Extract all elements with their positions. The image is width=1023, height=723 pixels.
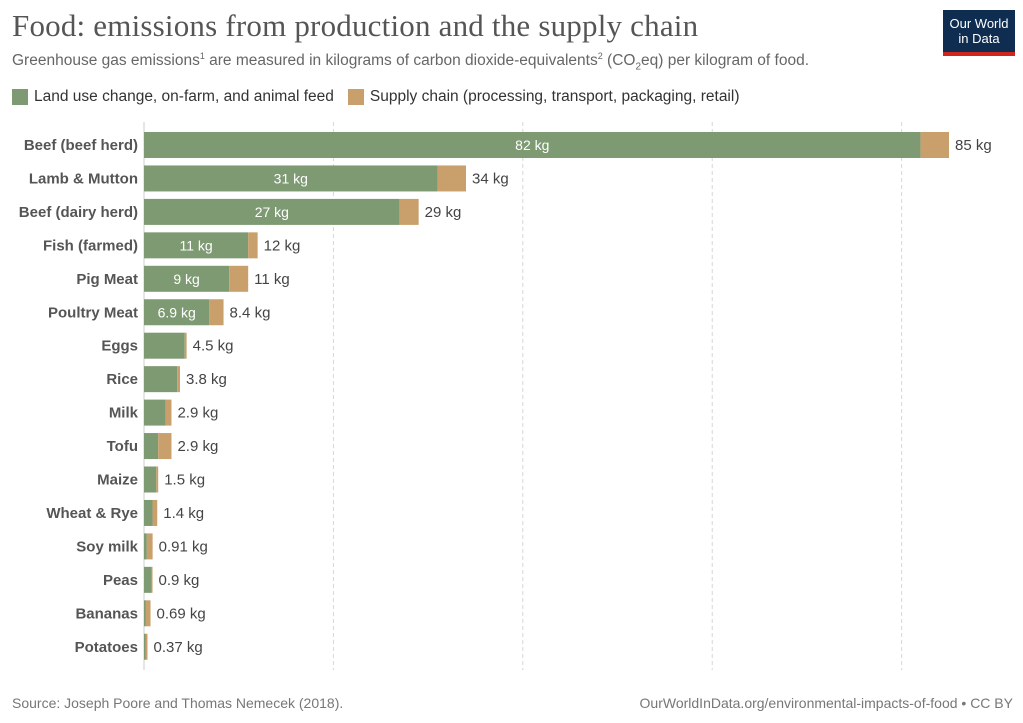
owid-logo[interactable]: Our World in Data bbox=[943, 10, 1015, 56]
bar-total-label: 3.8 kg bbox=[186, 371, 227, 388]
bar-segment-land-use bbox=[144, 499, 153, 526]
source-link[interactable]: OurWorldInData.org/environmental-impacts… bbox=[639, 695, 1013, 711]
legend-swatch-supply-chain bbox=[347, 89, 364, 105]
bar-segment-land-use bbox=[144, 332, 185, 359]
bar-segment-land-use bbox=[144, 399, 166, 426]
bar-segment-supply-chain bbox=[248, 232, 258, 259]
bar-total-label: 2.9 kg bbox=[177, 405, 218, 422]
bar-segment-supply-chain bbox=[229, 265, 249, 292]
bar-segment-supply-chain bbox=[209, 299, 224, 326]
bar-segment-land-use bbox=[144, 366, 178, 393]
category-label: Bananas bbox=[75, 605, 138, 622]
bar-segment-supply-chain bbox=[145, 633, 148, 660]
logo-line-2: in Data bbox=[958, 31, 1000, 46]
bar-segment-supply-chain bbox=[399, 198, 419, 225]
bar-segment-land-use bbox=[144, 132, 921, 158]
bar-segment-land-use bbox=[144, 433, 159, 460]
bar-segment-supply-chain bbox=[165, 399, 172, 426]
bar-segment-supply-chain bbox=[184, 332, 187, 359]
bar-total-label: 1.4 kg bbox=[163, 505, 204, 522]
bar-segment-supply-chain bbox=[151, 566, 153, 593]
bar-segment-land-use bbox=[144, 265, 230, 292]
legend-label-supply-chain: Supply chain (processing, transport, pac… bbox=[369, 88, 740, 105]
bar-segment-land-use bbox=[144, 600, 146, 627]
bar-total-label: 8.4 kg bbox=[230, 304, 271, 321]
legend-label-land-use: Land use change, on-farm, and animal fee… bbox=[34, 88, 334, 105]
bar-segment-land-use bbox=[144, 533, 147, 560]
category-label: Peas bbox=[103, 572, 138, 589]
source-note: Source: Joseph Poore and Thomas Nemecek … bbox=[12, 695, 344, 711]
bar-segment-supply-chain bbox=[146, 533, 153, 560]
bar-segment-supply-chain bbox=[920, 132, 949, 158]
chart-title: Food: emissions from production and the … bbox=[12, 8, 699, 43]
bar-segment-supply-chain bbox=[156, 466, 159, 493]
bar-total-label: 85 kg bbox=[955, 137, 992, 154]
category-label: Poultry Meat bbox=[48, 304, 138, 321]
bar-segment-land-use bbox=[144, 165, 438, 192]
bar-segment-land-use bbox=[144, 633, 146, 660]
bar-segment-land-use bbox=[144, 232, 249, 259]
category-label: Milk bbox=[109, 405, 139, 422]
bar-segment-land-use bbox=[144, 299, 210, 326]
logo-line-1: Our World bbox=[949, 16, 1009, 31]
bar-inner-label: 27 kg bbox=[255, 204, 289, 220]
category-label: Beef (beef herd) bbox=[24, 137, 138, 154]
bar-total-label: 4.5 kg bbox=[193, 338, 234, 355]
bar-segment-supply-chain bbox=[158, 433, 172, 460]
category-label: Eggs bbox=[101, 338, 138, 355]
category-label: Rice bbox=[106, 371, 138, 388]
bar-segment-land-use bbox=[144, 198, 400, 225]
bar-inner-label: 9 kg bbox=[173, 271, 199, 287]
category-label: Wheat & Rye bbox=[46, 505, 138, 522]
legend-item-land-use[interactable]: Land use change, on-farm, and animal fee… bbox=[12, 88, 334, 106]
legend-item-supply-chain[interactable]: Supply chain (processing, transport, pac… bbox=[347, 88, 740, 106]
legend-swatch-land-use bbox=[12, 89, 28, 105]
bar-total-label: 0.37 kg bbox=[154, 639, 203, 656]
bar-total-label: 0.91 kg bbox=[159, 538, 208, 555]
category-label: Potatoes bbox=[75, 639, 138, 656]
category-label: Fish (farmed) bbox=[43, 237, 138, 254]
bar-total-label: 2.9 kg bbox=[177, 438, 218, 455]
category-label: Beef (dairy herd) bbox=[19, 204, 138, 221]
bar-total-label: 0.9 kg bbox=[159, 572, 200, 589]
chart-subtitle: Greenhouse gas emissions1 are measured i… bbox=[12, 51, 810, 73]
bar-total-label: 11 kg bbox=[254, 271, 290, 288]
bar-inner-label: 82 kg bbox=[515, 137, 549, 153]
bar-inner-label: 6.9 kg bbox=[158, 304, 196, 320]
category-label: Lamb & Mutton bbox=[29, 170, 138, 187]
bar-segment-supply-chain bbox=[152, 499, 158, 526]
bar-segment-supply-chain bbox=[145, 600, 151, 627]
bar-total-label: 12 kg bbox=[264, 237, 301, 254]
bar-segment-land-use bbox=[144, 566, 152, 593]
stacked-bar-chart: Beef (beef herd) 82 kg 85 kg Lamb & Mutton 3… bbox=[19, 122, 992, 670]
bar-inner-label: 11 kg bbox=[179, 237, 212, 253]
bar-total-label: 34 kg bbox=[472, 170, 509, 187]
bar-total-label: 29 kg bbox=[425, 204, 462, 221]
chart-legend: Land use change, on-farm, and animal fee… bbox=[12, 88, 753, 106]
bar-inner-label: 31 kg bbox=[274, 170, 308, 186]
category-label: Soy milk bbox=[76, 538, 138, 555]
bar-segment-supply-chain bbox=[177, 366, 180, 393]
category-label: Pig Meat bbox=[76, 271, 138, 288]
bar-total-label: 1.5 kg bbox=[164, 472, 205, 489]
bar-segment-supply-chain bbox=[437, 165, 466, 192]
bar-segment-land-use bbox=[144, 466, 157, 493]
category-label: Tofu bbox=[107, 438, 138, 455]
bar-total-label: 0.69 kg bbox=[157, 605, 206, 622]
category-label: Maize bbox=[97, 472, 138, 489]
